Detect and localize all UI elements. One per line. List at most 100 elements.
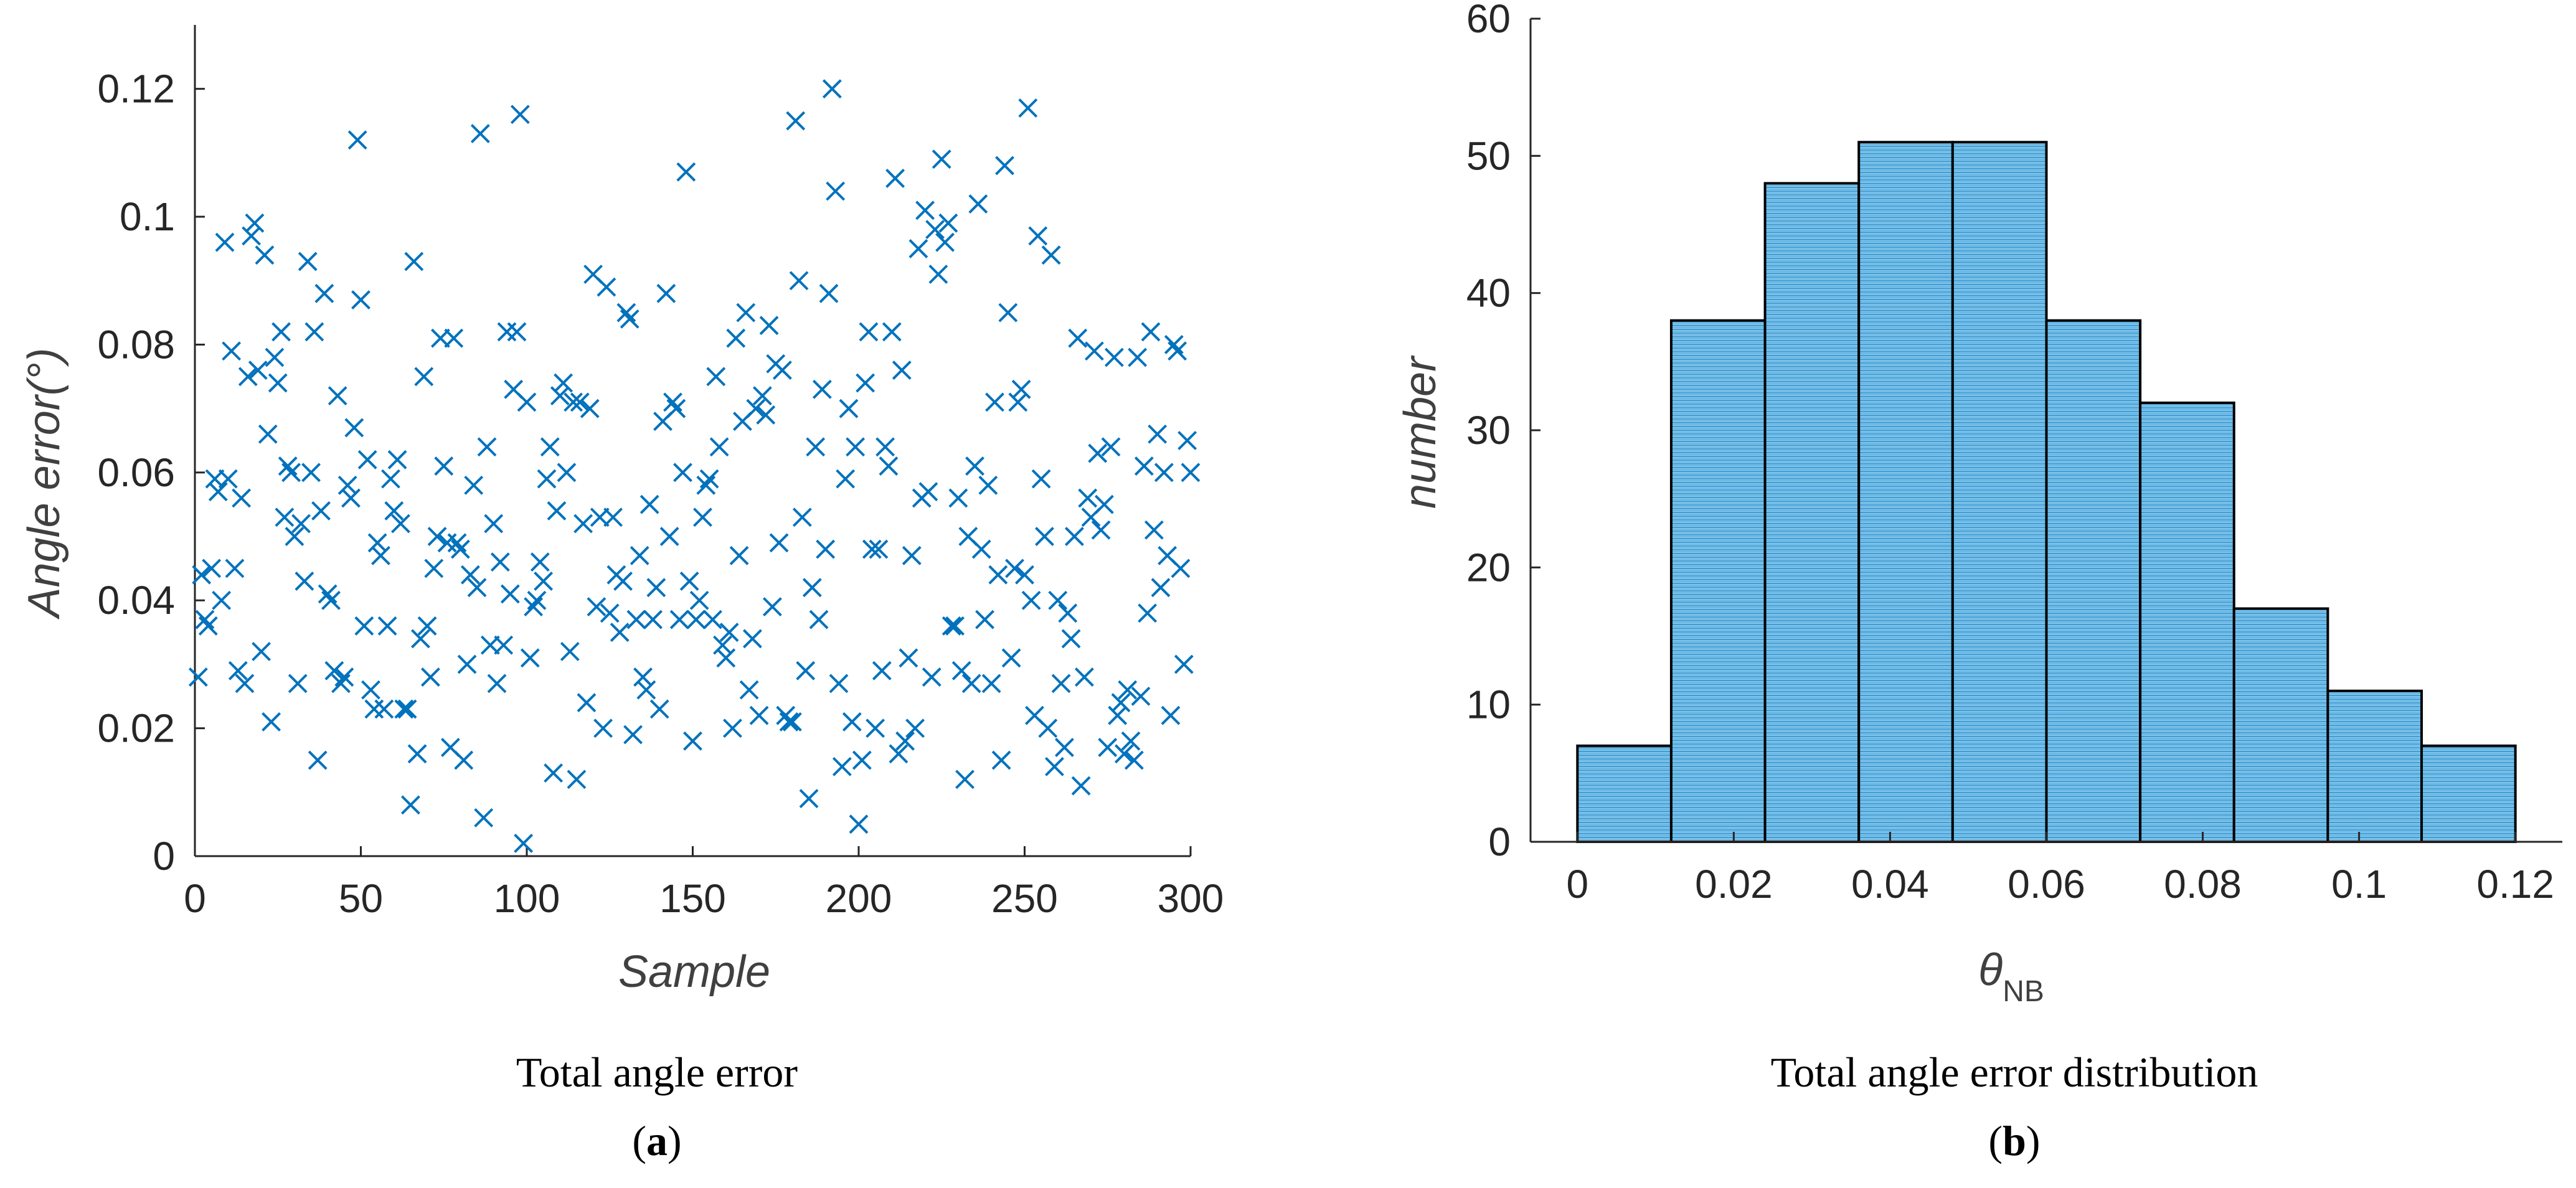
histogram-caption: Total angle error distribution	[1771, 1049, 2258, 1096]
scatter-point	[759, 316, 779, 336]
scatter-point	[421, 667, 440, 687]
scatter-point	[719, 623, 739, 642]
scatter-point	[490, 552, 510, 572]
scatter-point	[411, 629, 430, 649]
scatter-point	[626, 610, 646, 629]
scatter-point	[978, 475, 998, 495]
scatter-point	[514, 834, 534, 853]
scatter-point	[676, 162, 696, 182]
scatter-point	[882, 322, 902, 342]
scatter-point	[1008, 392, 1028, 412]
scatter-point	[842, 712, 862, 732]
scatter-point	[1101, 437, 1121, 457]
scatter-point	[739, 680, 759, 700]
scatter-point	[377, 616, 397, 636]
scatter-point	[753, 386, 772, 406]
scatter-point	[839, 398, 859, 418]
scatter-point	[1174, 654, 1194, 674]
scatter-point	[616, 303, 636, 323]
scatter-point	[852, 750, 872, 770]
scatter-point	[564, 392, 583, 412]
scatter-point	[971, 539, 991, 559]
scatter-point	[772, 361, 792, 380]
scatter-point	[477, 437, 497, 457]
scatter-point	[659, 527, 679, 546]
scatter-point	[341, 488, 361, 508]
scatter-point	[679, 572, 699, 591]
scatter-point	[965, 456, 984, 476]
scatter-point	[567, 770, 587, 790]
scatter-axes	[194, 25, 1191, 857]
scatter-point	[401, 795, 420, 815]
scatter-point	[869, 539, 889, 559]
scatter-point	[689, 590, 709, 610]
histogram-y-tick-label: 10	[1466, 682, 1511, 727]
scatter-point	[1055, 738, 1074, 757]
scatter-point	[520, 648, 540, 668]
scatter-point	[524, 597, 544, 616]
scatter-point	[301, 463, 321, 483]
scatter-x-tick-label: 200	[826, 876, 892, 921]
scatter-point	[796, 661, 816, 681]
scatter-point	[683, 731, 702, 751]
histogram-x-axis-subscript: NB	[2003, 975, 2044, 1008]
scatter-point	[304, 322, 324, 342]
scatter-point	[222, 341, 242, 361]
scatter-x-tick-label: 100	[494, 876, 560, 921]
histogram-bar	[2232, 607, 2329, 844]
panel-letter-a: a	[646, 1117, 668, 1164]
scatter-point	[417, 616, 437, 636]
scatter-y-ticks: 0 0.02 0.04 0.06 0.08 0.1 0.12	[97, 67, 205, 879]
scatter-point	[354, 616, 374, 636]
scatter-point	[1051, 674, 1071, 694]
scatter-point	[225, 559, 245, 578]
scatter-point	[1091, 520, 1111, 540]
scatter-point	[826, 181, 846, 201]
scatter-point	[849, 814, 869, 834]
scatter-point	[1098, 738, 1118, 757]
scatter-point	[550, 386, 570, 406]
scatter-point	[995, 156, 1014, 176]
scatter-point	[517, 392, 537, 412]
panel-label-a: (a)	[632, 1117, 681, 1164]
histogram-bar	[2326, 689, 2423, 843]
histogram-bar	[1576, 744, 1673, 844]
scatter-point	[285, 527, 304, 546]
scatter-point	[1104, 347, 1124, 367]
scatter-point	[1021, 590, 1041, 610]
scatter-point	[925, 220, 945, 240]
scatter-point	[1045, 757, 1064, 776]
scatter-point	[1144, 520, 1164, 540]
scatter-point	[1011, 379, 1031, 399]
scatter-point	[975, 610, 994, 629]
scatter-point	[192, 565, 212, 585]
scatter-point	[829, 674, 849, 694]
scatter-point	[1071, 776, 1091, 796]
scatter-point	[351, 290, 370, 309]
scatter-point	[786, 111, 806, 131]
scatter-point	[577, 693, 597, 712]
scatter-point	[981, 674, 1001, 694]
scatter-point	[314, 283, 334, 303]
histogram-bar	[2045, 319, 2142, 843]
scatter-point	[295, 572, 314, 591]
scatter-point	[630, 545, 649, 565]
scatter-point	[709, 437, 729, 457]
scatter-point	[288, 674, 308, 694]
scatter-point	[470, 124, 490, 143]
scatter-point	[636, 680, 656, 700]
scatter-point	[404, 252, 424, 271]
scatter-point	[713, 635, 732, 655]
scatter-point	[696, 475, 716, 495]
scatter-point	[497, 322, 517, 342]
scatter-point	[361, 680, 380, 700]
scatter-point	[427, 527, 447, 546]
scatter-point	[988, 565, 1008, 585]
histogram-x-tick-label: 0.12	[2476, 862, 2554, 907]
scatter-point	[1088, 443, 1108, 463]
scatter-point	[789, 271, 809, 291]
scatter-point	[374, 699, 394, 719]
scatter-y-tick-label: 0.12	[97, 67, 175, 111]
scatter-point	[669, 610, 689, 629]
